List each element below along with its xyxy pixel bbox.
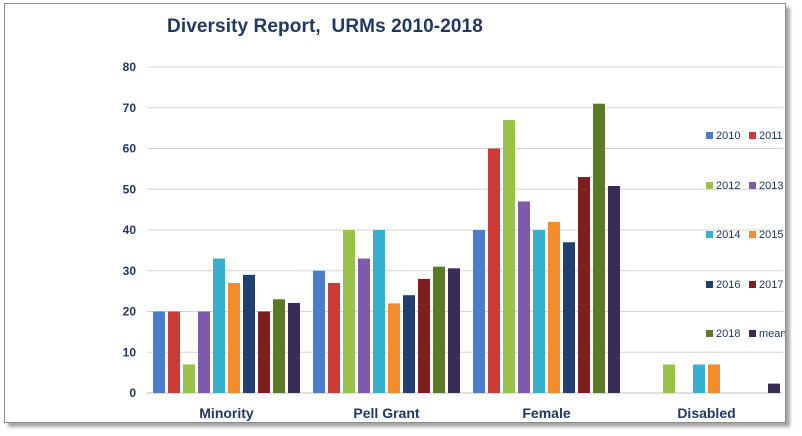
bar-minority-2017 xyxy=(258,311,270,393)
bar-disabled-2012 xyxy=(663,364,675,393)
legend: 2010 2011 2012 2013 2014 2015 2016 2017 2018 mean xyxy=(706,130,787,340)
bar-female-2012 xyxy=(503,119,515,393)
bar-female-2016 xyxy=(563,242,575,393)
y-tick-label: 30 xyxy=(123,264,137,278)
legend-swatch-2015 xyxy=(749,231,756,238)
bar-minority-2016 xyxy=(243,274,255,393)
bar-female-2018 xyxy=(593,103,605,394)
bar-female-2011 xyxy=(488,148,500,393)
legend-swatch-2012 xyxy=(706,182,713,189)
bar-female-2015 xyxy=(548,221,560,393)
bar-pell-grant-2017 xyxy=(418,278,430,393)
y-tick-label: 0 xyxy=(129,386,136,400)
y-tick-label: 60 xyxy=(123,142,137,156)
legend-swatch-2016 xyxy=(706,281,713,288)
legend-label-2013: 2013 xyxy=(759,180,783,192)
legend-label-2015: 2015 xyxy=(759,229,783,241)
legend-swatch-mean xyxy=(749,330,756,337)
bar-minority-2013 xyxy=(198,311,210,393)
chart-frame: Diversity Report, URMs 2010-2018 0 10 20 30… xyxy=(4,3,787,423)
bar-female-2017 xyxy=(578,177,590,393)
legend-swatch-2014 xyxy=(706,231,713,238)
y-tick-label: 80 xyxy=(123,60,137,74)
bars xyxy=(153,103,780,394)
legend-swatch-2018 xyxy=(706,330,713,337)
bar-pell-grant-2013 xyxy=(358,258,370,393)
bar-pell-grant-2018 xyxy=(433,266,445,393)
y-tick-label: 50 xyxy=(123,182,137,196)
x-axis: Minority Pell Grant Female Disabled xyxy=(199,405,735,421)
y-tick-label: 40 xyxy=(123,223,137,237)
bar-minority-mean xyxy=(288,302,300,393)
bar-pell-grant-2011 xyxy=(328,282,340,393)
bar-pell-grant-2012 xyxy=(343,230,355,393)
bar-pell-grant-mean xyxy=(448,268,460,393)
y-tick-label: 70 xyxy=(123,101,137,115)
legend-label-2012: 2012 xyxy=(716,180,740,192)
x-category-label: Pell Grant xyxy=(353,405,419,421)
bar-female-mean xyxy=(608,185,620,393)
x-category-label: Disabled xyxy=(677,405,735,421)
y-tick-label: 20 xyxy=(123,305,137,319)
x-category-label: Minority xyxy=(199,405,254,421)
legend-swatch-2013 xyxy=(749,182,756,189)
legend-label-2014: 2014 xyxy=(716,229,740,241)
bar-minority-2010 xyxy=(153,311,165,393)
x-category-label: Female xyxy=(522,405,570,421)
legend-label-2016: 2016 xyxy=(716,279,740,291)
legend-label-mean: mean xyxy=(759,328,785,340)
legend-label-2017: 2017 xyxy=(759,279,783,291)
bar-female-2010 xyxy=(473,230,485,393)
bar-minority-2012 xyxy=(183,364,195,393)
legend-swatch-2010 xyxy=(706,132,713,139)
bar-disabled-2014 xyxy=(693,364,705,393)
legend-label-2018: 2018 xyxy=(716,328,740,340)
bar-female-2013 xyxy=(518,201,530,393)
bar-pell-grant-2010 xyxy=(313,270,325,393)
legend-label-2011: 2011 xyxy=(759,130,783,142)
chart-title: Diversity Report, URMs 2010-2018 xyxy=(167,16,483,37)
grid xyxy=(147,66,783,353)
bar-minority-2011 xyxy=(168,311,180,393)
legend-swatch-2017 xyxy=(749,281,756,288)
legend-swatch-2011 xyxy=(749,132,756,139)
bar-disabled-mean xyxy=(768,383,780,393)
bar-disabled-2015 xyxy=(708,364,720,393)
bar-pell-grant-2015 xyxy=(388,303,400,393)
y-tick-label: 10 xyxy=(123,345,137,359)
bar-minority-2018 xyxy=(273,299,285,393)
bar-pell-grant-2014 xyxy=(373,230,385,393)
bar-female-2014 xyxy=(533,230,545,393)
bar-minority-2015 xyxy=(228,282,240,393)
bar-minority-2014 xyxy=(213,258,225,393)
legend-label-2010: 2010 xyxy=(716,130,740,142)
chart-canvas: 0 10 20 30 40 50 60 70 80 Minority Pell Grant Fema… xyxy=(123,60,787,421)
bar-pell-grant-2016 xyxy=(403,295,415,393)
